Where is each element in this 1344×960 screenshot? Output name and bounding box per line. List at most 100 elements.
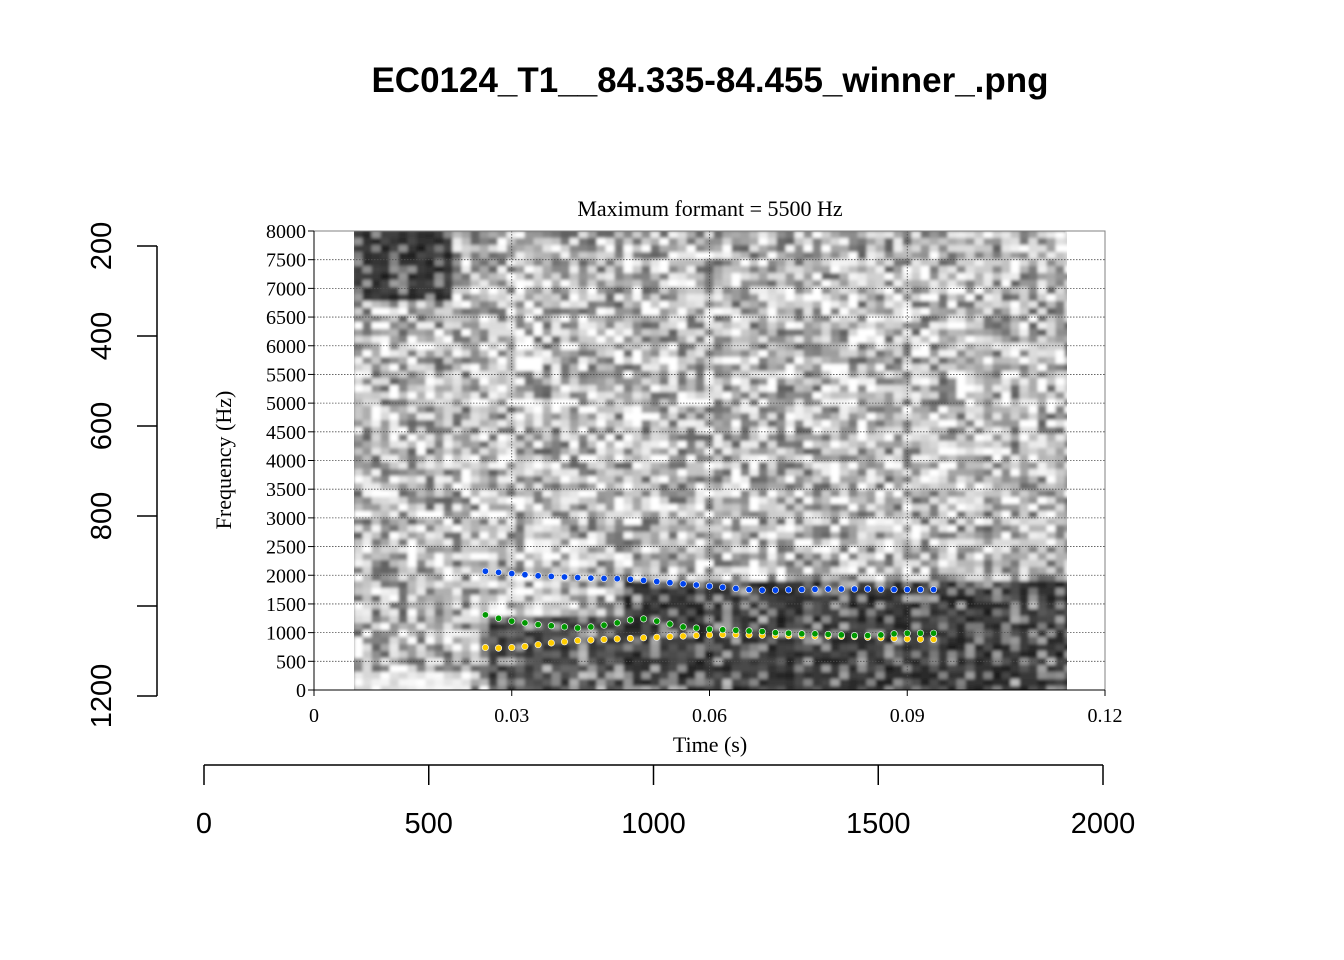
data-point [481, 611, 489, 619]
data-point [785, 629, 793, 637]
data-point [521, 571, 529, 579]
data-point [785, 586, 793, 594]
outer-left-tick-label: 600 [86, 402, 118, 450]
data-point [916, 586, 924, 594]
outer-bottom-axis: 0 500 1000 1500 2000 [196, 764, 1136, 840]
data-point [890, 630, 898, 638]
x-axis-label: Time (s) [673, 732, 747, 757]
data-point [864, 585, 872, 593]
data-point [851, 585, 859, 593]
x-tick-label: 0.03 [494, 705, 529, 727]
data-point [837, 585, 845, 593]
outer-bottom-tick-label: 0 [196, 808, 212, 840]
y-tick-label: 5500 [266, 364, 306, 386]
data-point [626, 634, 634, 642]
data-point [495, 644, 503, 652]
data-point [719, 626, 727, 634]
outer-bottom-tick-label: 2000 [1071, 808, 1136, 840]
data-point [547, 572, 555, 580]
data-point [666, 633, 674, 641]
data-point [930, 586, 938, 594]
data-point [824, 585, 832, 593]
data-point [837, 631, 845, 639]
data-point [679, 580, 687, 588]
y-tick-label: 500 [276, 651, 306, 673]
data-point [732, 626, 740, 634]
spectrogram-image [354, 231, 1067, 690]
data-point [613, 619, 621, 627]
y-tick-label: 3500 [266, 479, 306, 501]
data-point [587, 636, 595, 644]
y-tick-label: 2500 [266, 537, 306, 559]
data-point [916, 635, 924, 643]
y-tick-label: 0 [296, 680, 306, 702]
y-tick-label: 1000 [266, 623, 306, 645]
data-point [653, 633, 661, 641]
y-tick-label: 3000 [266, 508, 306, 530]
data-point [600, 621, 608, 629]
data-point [587, 574, 595, 582]
data-point [679, 623, 687, 631]
data-point [732, 584, 740, 592]
data-point [653, 617, 661, 625]
y-axis: 0 500 1000 1500 2000 2500 3000 3500 4000 4500 5000… [266, 221, 315, 702]
data-point [758, 586, 766, 594]
data-point [705, 625, 713, 633]
data-point [930, 629, 938, 637]
y-axis-label: Frequency (Hz) [211, 391, 236, 530]
x-tick-label: 0 [309, 705, 319, 727]
data-point [508, 570, 516, 578]
y-tick-label: 7500 [266, 250, 306, 272]
data-point [508, 644, 516, 652]
x-tick-label: 0.09 [890, 705, 925, 727]
data-point [719, 583, 727, 591]
data-point [521, 619, 529, 627]
data-point [547, 622, 555, 630]
data-point [745, 586, 753, 594]
data-point [903, 586, 911, 594]
page-title: EC0124_T1__84.335-84.455_winner_.png [371, 61, 1048, 100]
data-point [640, 576, 648, 584]
data-point [560, 638, 568, 646]
outer-left-tick-label: 1200 [86, 664, 118, 729]
data-point [851, 631, 859, 639]
data-point [574, 574, 582, 582]
grid-lines [314, 231, 1105, 690]
data-point [811, 585, 819, 593]
y-tick-label: 1500 [266, 594, 306, 616]
formant-series-3 [481, 567, 938, 594]
data-point [705, 582, 713, 590]
data-point [798, 630, 806, 638]
data-point [692, 581, 700, 589]
data-point [798, 586, 806, 594]
data-point [864, 631, 872, 639]
data-point [679, 632, 687, 640]
data-point [811, 630, 819, 638]
data-point [626, 575, 634, 583]
data-point [692, 631, 700, 639]
data-point [903, 629, 911, 637]
outer-left-tick-label: 400 [86, 312, 118, 360]
y-tick-label: 4000 [266, 451, 306, 473]
x-axis: 0 0.03 0.06 0.09 0.12 [309, 689, 1123, 727]
y-tick-label: 6000 [266, 336, 306, 358]
y-tick-label: 5000 [266, 393, 306, 415]
data-point [560, 573, 568, 581]
y-tick-label: 7000 [266, 278, 306, 300]
data-point [745, 627, 753, 635]
data-point [534, 621, 542, 629]
data-point [877, 585, 885, 593]
data-point [771, 586, 779, 594]
data-point [600, 574, 608, 582]
data-point [495, 614, 503, 622]
data-point [534, 572, 542, 580]
outer-bottom-tick-label: 500 [405, 808, 453, 840]
data-point [930, 636, 938, 644]
outer-bottom-tick-label: 1000 [621, 808, 686, 840]
y-tick-label: 6500 [266, 307, 306, 329]
data-point [521, 642, 529, 650]
data-point [508, 617, 516, 625]
data-point [600, 636, 608, 644]
data-point [692, 624, 700, 632]
